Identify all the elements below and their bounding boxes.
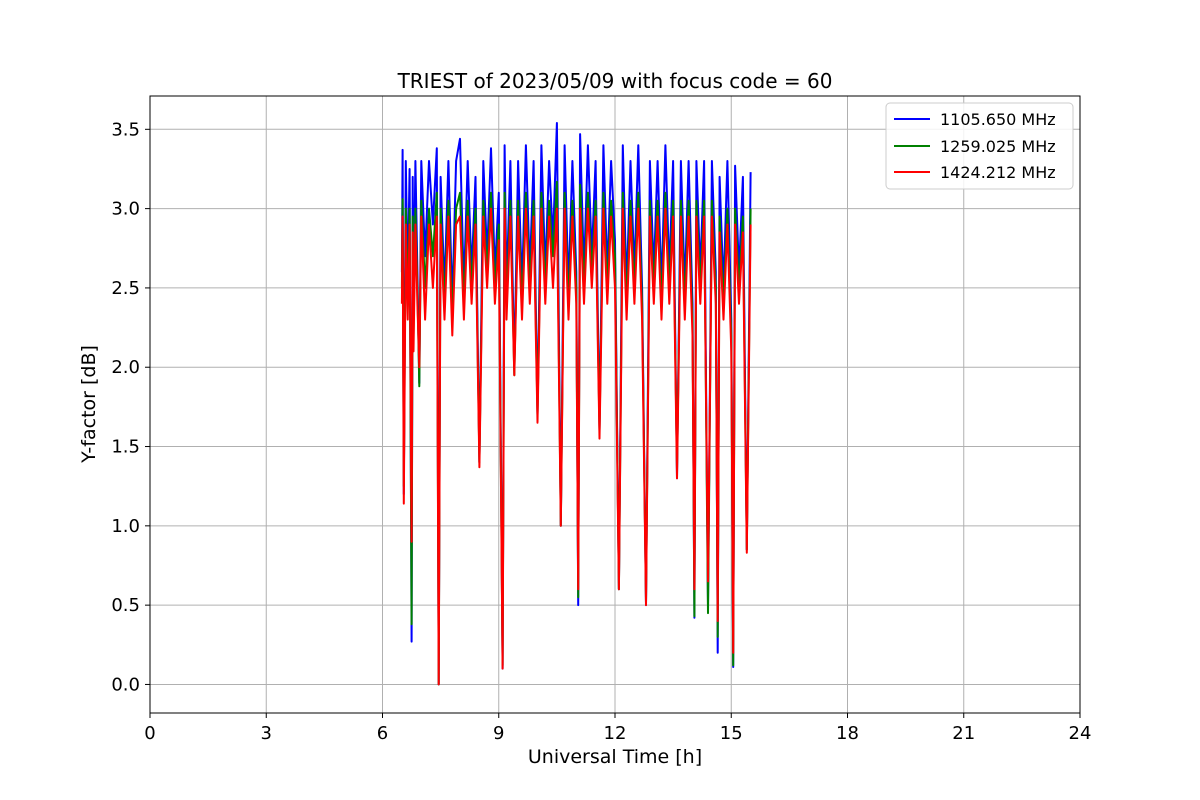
x-axis-label: Universal Time [h] xyxy=(528,746,702,768)
x-tick-label: 3 xyxy=(261,723,272,744)
y-tick-label: 2.5 xyxy=(111,278,140,299)
x-tick-label: 15 xyxy=(720,723,743,744)
y-tick-label: 0.5 xyxy=(111,595,140,616)
legend-label-1105: 1105.650 MHz xyxy=(940,110,1056,129)
legend-label-1424: 1424.212 MHz xyxy=(940,163,1056,182)
y-axis-ticks: 0.0 0.5 1.0 1.5 2.0 2.5 3.0 3.5 xyxy=(111,119,150,695)
x-tick-label: 0 xyxy=(144,723,155,744)
y-tick-label: 2.0 xyxy=(111,357,140,378)
y-tick-label: 3.5 xyxy=(111,119,140,140)
x-tick-label: 12 xyxy=(604,723,627,744)
x-tick-label: 24 xyxy=(1069,723,1092,744)
series-line-2 xyxy=(400,207,752,686)
legend: 1105.650 MHz 1259.025 MHz 1424.212 MHz xyxy=(885,102,1074,190)
y-tick-label: 3.0 xyxy=(111,199,140,220)
legend-box xyxy=(885,102,1074,190)
x-tick-label: 18 xyxy=(836,723,859,744)
chart-title: TRIEST of 2023/05/09 with focus code = 6… xyxy=(397,69,833,93)
y-axis-label: Y-factor [dB] xyxy=(78,345,100,464)
x-tick-label: 6 xyxy=(377,723,388,744)
x-tick-label: 21 xyxy=(952,723,975,744)
x-tick-label: 9 xyxy=(493,723,504,744)
y-tick-label: 0.0 xyxy=(111,674,140,695)
legend-label-1259: 1259.025 MHz xyxy=(940,137,1056,156)
x-axis-ticks: 0 3 6 9 12 15 18 21 24 xyxy=(144,713,1091,744)
series-group xyxy=(400,122,752,686)
y-tick-label: 1.5 xyxy=(111,437,140,458)
y-tick-label: 1.0 xyxy=(111,516,140,537)
